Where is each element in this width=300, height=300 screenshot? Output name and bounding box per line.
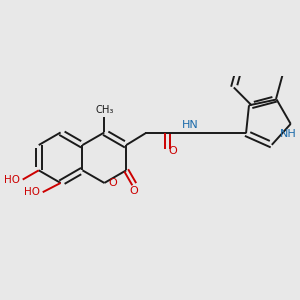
Text: HN: HN	[182, 120, 198, 130]
Text: HO: HO	[24, 187, 40, 197]
Text: CH₃: CH₃	[95, 105, 113, 115]
Text: O: O	[130, 186, 139, 196]
Text: O: O	[108, 178, 117, 188]
Text: HO: HO	[4, 175, 20, 184]
Text: O: O	[169, 146, 177, 156]
Text: NH: NH	[280, 129, 297, 139]
